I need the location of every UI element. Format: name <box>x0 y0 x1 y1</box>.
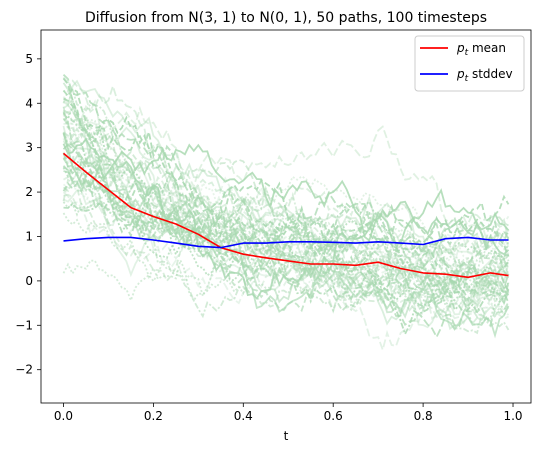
y-tick-label: 3 <box>25 141 33 155</box>
y-tick-label: 2 <box>25 185 33 199</box>
x-tick-label: 0.0 <box>54 409 73 423</box>
x-tick-label: 1.0 <box>503 409 522 423</box>
y-tick-label: 0 <box>25 274 33 288</box>
x-tick-label: 0.4 <box>234 409 253 423</box>
x-tick-label: 0.8 <box>414 409 433 423</box>
y-tick-label: −2 <box>15 363 33 377</box>
y-tick-label: 5 <box>25 52 33 66</box>
sample-paths <box>64 75 509 350</box>
x-tick-label: 0.2 <box>144 409 163 423</box>
x-tick-label: 0.6 <box>324 409 343 423</box>
x-axis-label: t <box>284 429 289 443</box>
y-tick-label: 4 <box>25 96 33 110</box>
y-tick-label: 1 <box>25 229 33 243</box>
y-tick-label: −1 <box>15 318 33 332</box>
chart-title: Diffusion from N(3, 1) to N(0, 1), 50 pa… <box>85 10 487 26</box>
